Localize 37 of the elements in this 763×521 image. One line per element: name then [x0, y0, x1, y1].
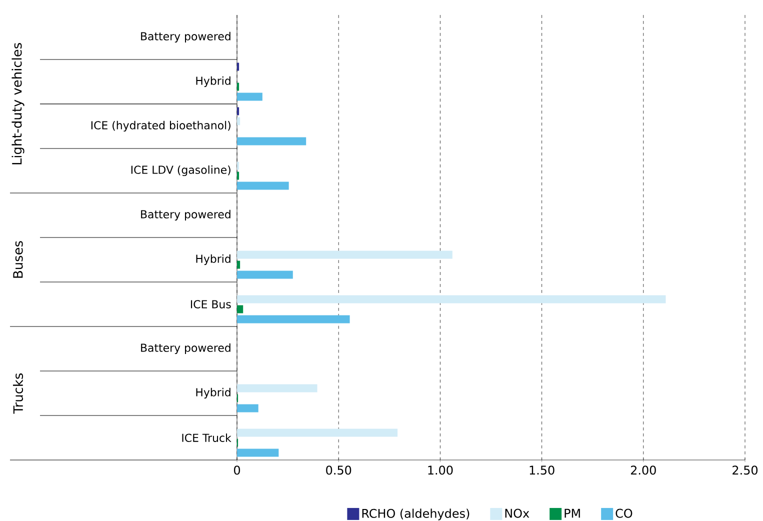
bar — [237, 260, 240, 269]
bar — [237, 448, 279, 457]
y-tick-label: ICE Bus — [190, 300, 231, 308]
bar — [237, 137, 306, 146]
bar — [237, 305, 244, 314]
x-tick-label: 0 — [234, 466, 240, 475]
y-tick-label: Battery powered — [141, 32, 230, 43]
y-tick-label: ICE LDV (gasoline) — [131, 165, 230, 176]
bar — [237, 315, 350, 324]
text: Buses — [13, 241, 23, 278]
bar — [237, 404, 258, 412]
bar — [237, 428, 398, 437]
legend-label: RCHO (aldehydes) — [362, 508, 470, 520]
legend-label: CO — [616, 508, 632, 518]
x-tick-label: 0.50 — [326, 466, 352, 475]
legend-label: NOx — [505, 508, 530, 518]
bar — [237, 295, 666, 304]
x-tick-label: 2.00 — [630, 466, 656, 475]
y-tick-label: Hybrid — [196, 254, 230, 266]
y-tick-label: Battery powered — [141, 343, 230, 354]
y-tick-label: ICE Truck — [182, 434, 232, 442]
y-tick-label: Hybrid — [196, 76, 230, 88]
x-tick-label: 1.00 — [428, 466, 453, 475]
legend-label: PM — [564, 508, 580, 518]
text: Trucks — [12, 373, 24, 414]
text: Light-duty vehicles — [12, 43, 24, 164]
bar — [237, 182, 289, 190]
x-tick-label: 2.50 — [732, 466, 758, 475]
bar — [237, 270, 293, 279]
bar — [237, 384, 318, 392]
y-tick-label: ICE (hydrated bioethanol) — [91, 120, 230, 132]
bar — [237, 92, 262, 101]
y-tick-label: Hybrid — [196, 388, 230, 399]
x-tick-label: 1.50 — [530, 466, 554, 475]
y-tick-label: Battery powered — [141, 210, 230, 221]
bar — [237, 250, 452, 259]
bar — [237, 117, 240, 126]
